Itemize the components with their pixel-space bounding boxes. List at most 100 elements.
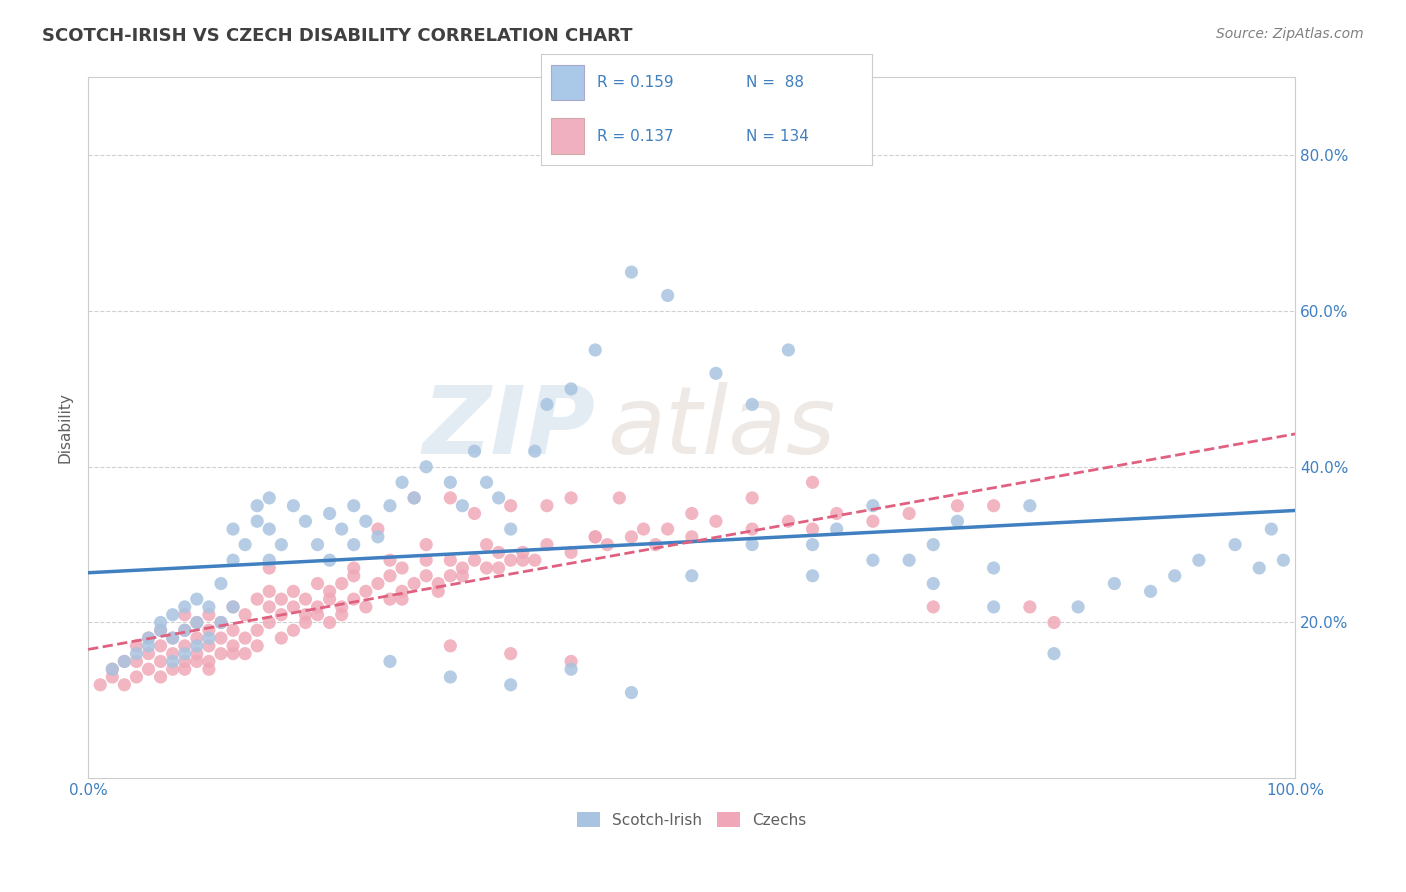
Point (427, 584, 450, 599)
Point (162, 655, 184, 669)
Point (439, 568, 461, 582)
Point (101, 662, 124, 676)
Point (704, 514, 727, 528)
Point (391, 561, 413, 575)
Point (186, 647, 208, 661)
Text: ZIP: ZIP (422, 382, 595, 474)
Point (233, 538, 256, 552)
Point (283, 599, 305, 614)
Point (378, 655, 401, 669)
Point (89, 678, 111, 692)
Point (620, 265, 643, 279)
Point (209, 576, 232, 591)
Point (307, 607, 329, 622)
Bar (551, 65, 585, 101)
Point (583, 530, 606, 544)
Point (257, 615, 280, 630)
Point (354, 514, 377, 528)
Text: N = 134: N = 134 (747, 128, 808, 144)
Point (318, 592, 340, 607)
Point (246, 639, 269, 653)
Point (922, 538, 945, 552)
Point (560, 662, 582, 676)
Point (439, 491, 461, 505)
Point (439, 639, 461, 653)
Point (343, 561, 366, 575)
Point (330, 599, 353, 614)
Point (391, 475, 413, 490)
Point (173, 647, 195, 661)
Point (1018, 599, 1040, 614)
Point (149, 624, 172, 638)
Point (475, 561, 498, 575)
Point (523, 553, 546, 567)
Point (283, 624, 305, 638)
Point (741, 522, 763, 536)
Point (583, 343, 606, 357)
Point (620, 530, 643, 544)
Point (257, 522, 280, 536)
Point (488, 561, 510, 575)
Point (391, 592, 413, 607)
Point (101, 670, 124, 684)
Point (633, 522, 655, 536)
Point (488, 545, 510, 559)
Point (198, 662, 221, 676)
Point (198, 639, 221, 653)
Point (983, 499, 1005, 513)
Point (186, 655, 208, 669)
Point (343, 538, 366, 552)
Point (378, 592, 401, 607)
Point (222, 647, 245, 661)
Point (560, 655, 582, 669)
Point (898, 553, 921, 567)
Point (741, 538, 763, 552)
Text: R = 0.159: R = 0.159 (598, 75, 673, 90)
Point (378, 553, 401, 567)
Point (825, 522, 848, 536)
Point (125, 655, 148, 669)
Point (222, 624, 245, 638)
Point (257, 599, 280, 614)
Point (173, 599, 195, 614)
Point (922, 599, 945, 614)
Point (222, 599, 245, 614)
Point (330, 522, 353, 536)
Point (283, 584, 305, 599)
Point (186, 615, 208, 630)
Point (475, 475, 498, 490)
Point (112, 678, 135, 692)
Point (173, 624, 195, 638)
Point (162, 607, 184, 622)
Point (439, 553, 461, 567)
Point (620, 685, 643, 699)
Point (862, 499, 884, 513)
Point (330, 607, 353, 622)
Point (307, 599, 329, 614)
Point (512, 553, 534, 567)
Point (101, 662, 124, 676)
Point (186, 631, 208, 645)
Point (257, 584, 280, 599)
Point (209, 647, 232, 661)
Point (404, 491, 426, 505)
Point (186, 639, 208, 653)
Point (198, 607, 221, 622)
Point (246, 499, 269, 513)
Point (233, 631, 256, 645)
Point (801, 522, 824, 536)
Point (112, 655, 135, 669)
Point (451, 499, 474, 513)
Point (536, 499, 558, 513)
Point (451, 561, 474, 575)
Point (318, 507, 340, 521)
Point (778, 343, 800, 357)
Point (463, 444, 485, 458)
Point (741, 397, 763, 411)
Point (270, 607, 292, 622)
Point (1164, 568, 1187, 582)
Point (318, 553, 340, 567)
Point (1104, 576, 1126, 591)
Point (149, 615, 172, 630)
Point (681, 568, 703, 582)
